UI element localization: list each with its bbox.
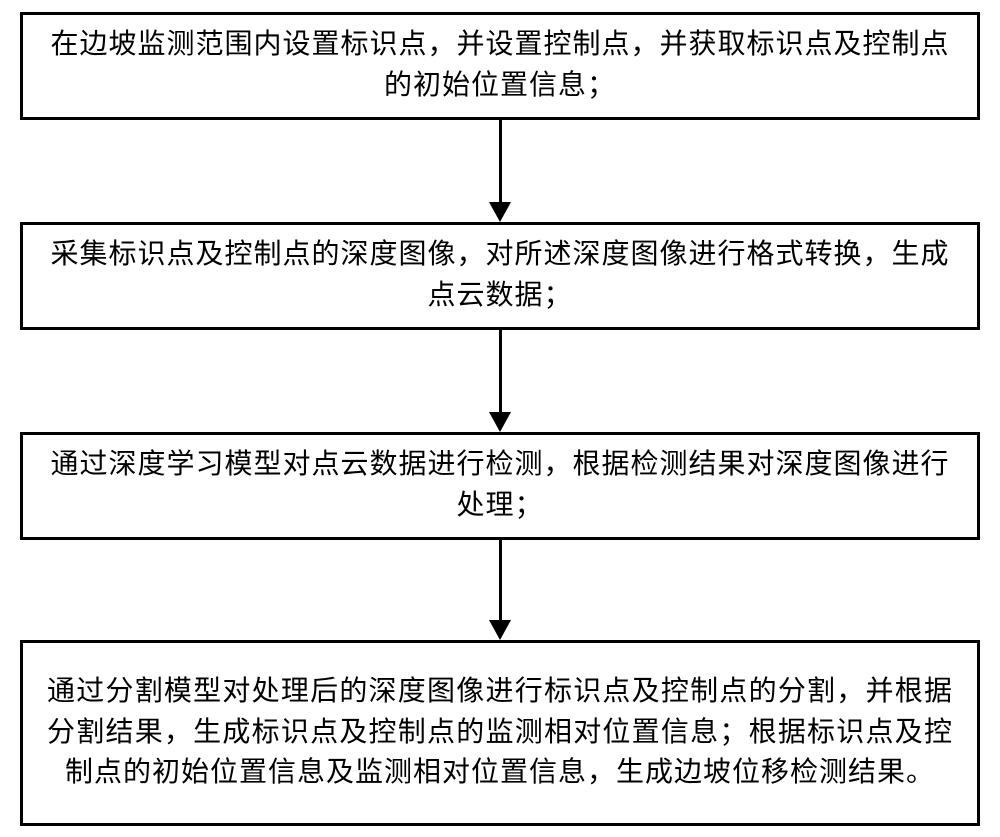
flow-node-step1: 在边坡监测范围内设置标识点，并设置控制点，并获取标识点及控制点的初始位置信息； (20, 12, 980, 120)
flow-arrow-head (489, 412, 511, 432)
flow-arrow-line (499, 330, 502, 412)
flow-node-step3: 通过深度学习模型对点云数据进行检测，根据检测结果对深度图像进行处理； (20, 432, 980, 540)
flow-node-step4: 通过分割模型对处理后的深度图像进行标识点及控制点的分割，并根据分割结果，生成标识… (20, 640, 980, 826)
flow-arrow-line (499, 540, 502, 620)
flow-node-text: 在边坡监测范围内设置标识点，并设置控制点，并获取标识点及控制点的初始位置信息； (47, 25, 953, 106)
flowchart-canvas: 在边坡监测范围内设置标识点，并设置控制点，并获取标识点及控制点的初始位置信息； … (0, 0, 1000, 837)
flow-node-text: 通过分割模型对处理后的深度图像进行标识点及控制点的分割，并根据分割结果，生成标识… (47, 672, 953, 794)
flow-arrow-head (489, 202, 511, 222)
flow-node-step2: 采集标识点及控制点的深度图像，对所述深度图像进行格式转换，生成点云数据； (20, 222, 980, 330)
flow-node-text: 采集标识点及控制点的深度图像，对所述深度图像进行格式转换，生成点云数据； (47, 235, 953, 316)
flow-arrow-head (489, 620, 511, 640)
flow-node-text: 通过深度学习模型对点云数据进行检测，根据检测结果对深度图像进行处理； (47, 445, 953, 526)
flow-arrow-line (499, 120, 502, 202)
